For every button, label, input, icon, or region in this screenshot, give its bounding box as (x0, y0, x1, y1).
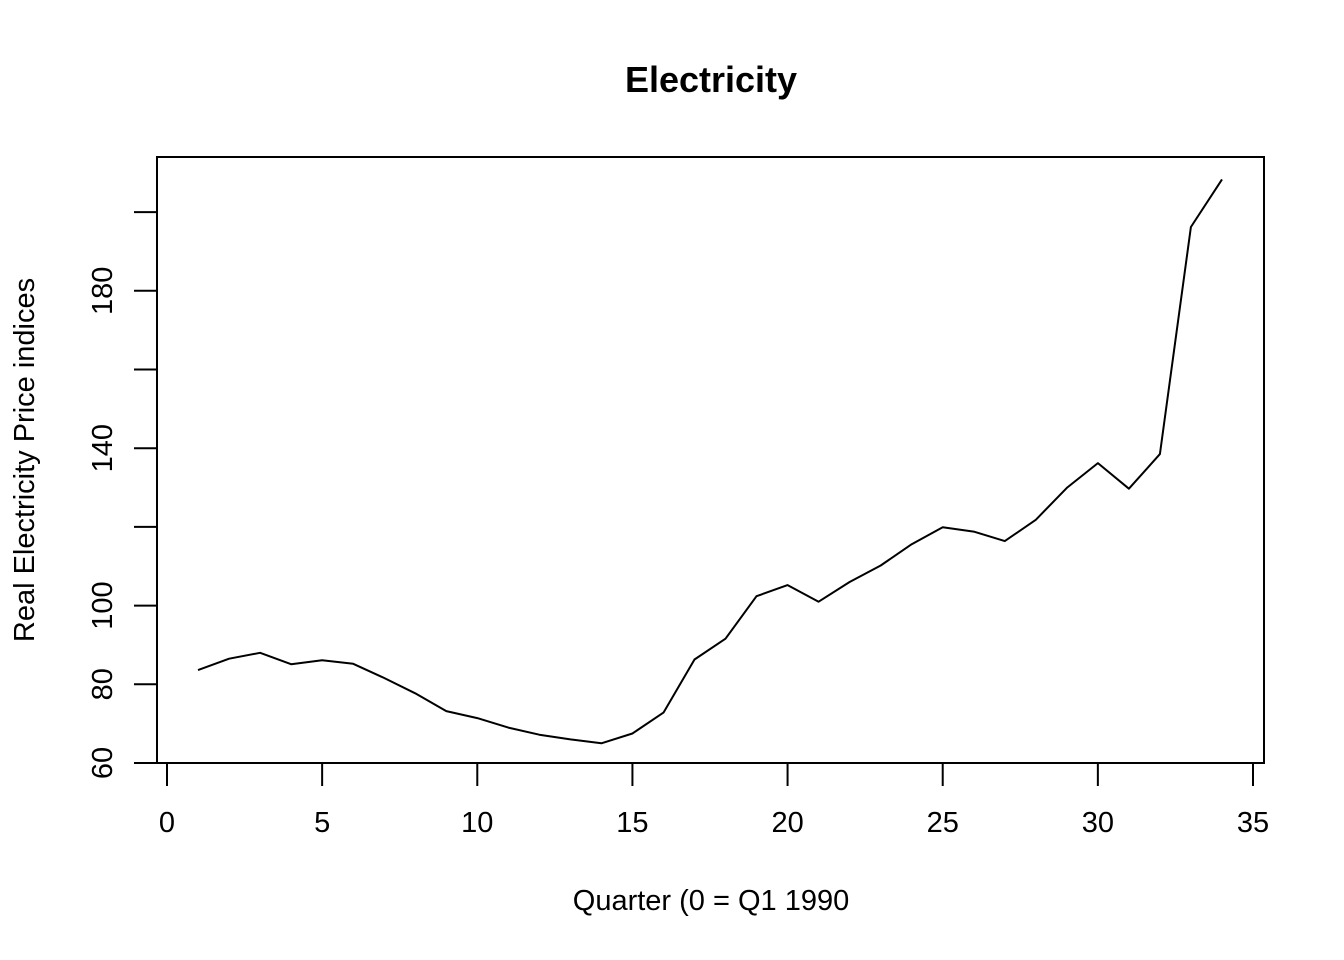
series-line (197, 178, 1223, 745)
x-axis-label: Quarter (0 = Q1 1990 (573, 885, 849, 917)
x-tick-label: 15 (616, 807, 648, 839)
chart-title: Electricity (625, 59, 797, 100)
x-tick-label: 30 (1082, 807, 1114, 839)
series-group (197, 178, 1223, 745)
x-axis: 0 5 10 15 20 25 30 35 (159, 762, 1269, 839)
x-tick-label: 10 (461, 807, 493, 839)
x-tick-label: 5 (314, 807, 330, 839)
y-tick-label: 100 (87, 581, 119, 629)
y-axis: 60 80 100 140 180 (87, 211, 158, 779)
y-tick-label: 180 (87, 267, 119, 315)
y-tick-label: 80 (87, 668, 119, 700)
x-tick-label: 20 (771, 807, 803, 839)
x-tick-label: 0 (159, 807, 175, 839)
y-axis-label: Real Electricity Price indices (9, 278, 41, 642)
y-tick-label: 140 (87, 424, 119, 472)
plot-frame (156, 156, 1265, 764)
x-tick-label: 25 (927, 807, 959, 839)
y-tick-label: 60 (87, 747, 119, 779)
x-tick-label: 35 (1237, 807, 1269, 839)
